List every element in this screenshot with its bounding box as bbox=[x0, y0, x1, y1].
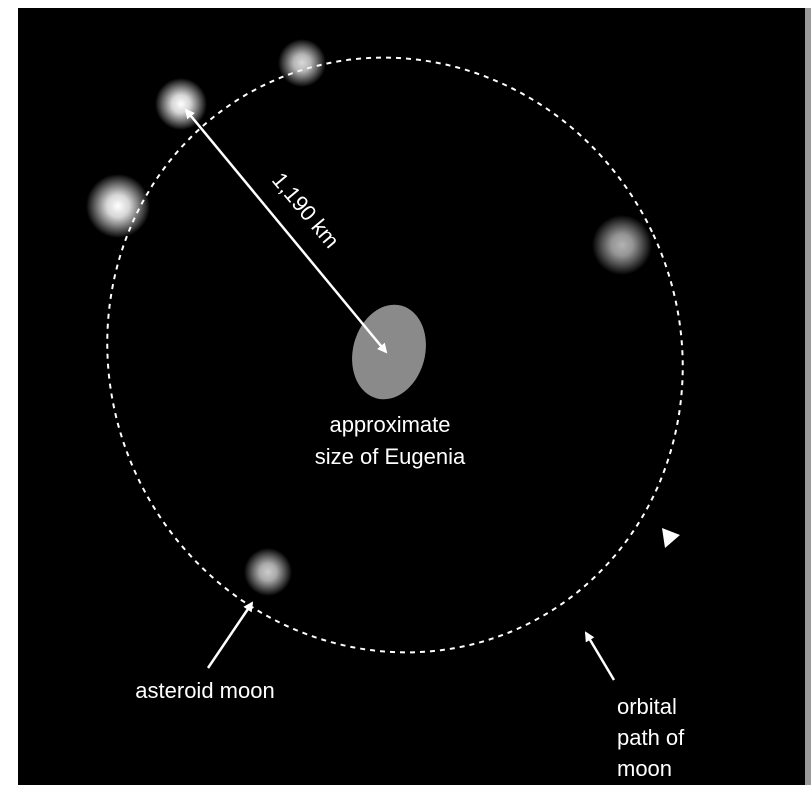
moon-image bbox=[155, 78, 207, 130]
orbit-label: moon bbox=[617, 756, 672, 781]
eugenia-label: size of Eugenia bbox=[315, 444, 466, 469]
moon-image bbox=[592, 215, 652, 275]
moon-image bbox=[278, 39, 326, 87]
orbit-label: path of bbox=[617, 725, 685, 750]
eugenia-label: approximate bbox=[329, 412, 450, 437]
orbit-label: orbital bbox=[617, 694, 677, 719]
page: 1,190 km approximate size of Eugenia ast… bbox=[0, 0, 811, 788]
background bbox=[18, 8, 805, 785]
moon-image bbox=[244, 548, 292, 596]
moon-label: asteroid moon bbox=[135, 678, 274, 703]
edge bbox=[805, 8, 811, 785]
moon-image bbox=[86, 174, 150, 238]
diagram: 1,190 km approximate size of Eugenia ast… bbox=[0, 0, 811, 788]
